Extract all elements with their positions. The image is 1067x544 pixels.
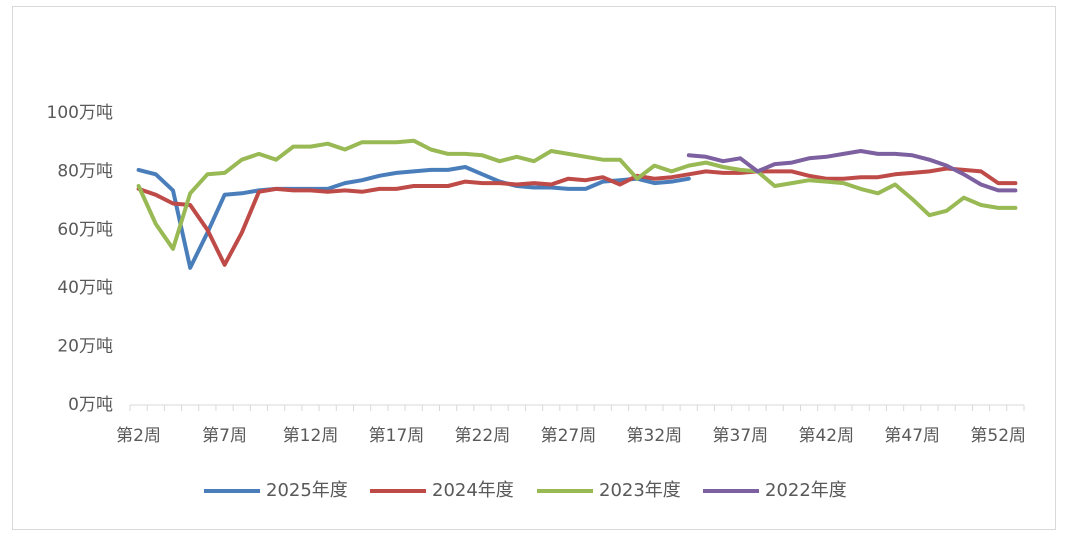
y-tick-label: 100万吨 bbox=[47, 103, 113, 123]
y-tick-label: 80万吨 bbox=[57, 161, 113, 181]
legend-label: 2024年度 bbox=[432, 480, 514, 501]
x-tick-label: 第52周 bbox=[970, 426, 1026, 446]
legend-label: 2025年度 bbox=[266, 480, 348, 501]
x-tick-label: 第2周 bbox=[116, 426, 161, 446]
legend-label: 2023年度 bbox=[599, 480, 681, 501]
legend-label: 2022年度 bbox=[765, 480, 847, 501]
y-tick-label: 0万吨 bbox=[68, 395, 113, 415]
x-tick-label: 第47周 bbox=[884, 426, 940, 446]
x-tick-label: 第27周 bbox=[541, 426, 597, 446]
y-tick-label: 20万吨 bbox=[57, 337, 113, 357]
chart-border bbox=[12, 6, 1056, 530]
y-tick-label: 40万吨 bbox=[57, 278, 113, 298]
y-tick-label: 60万吨 bbox=[57, 220, 113, 240]
x-tick-label: 第37周 bbox=[713, 426, 769, 446]
x-tick-label: 第12周 bbox=[283, 426, 339, 446]
series-line bbox=[136, 166, 1018, 267]
series-line bbox=[686, 149, 1018, 193]
x-tick-label: 第7周 bbox=[202, 426, 247, 446]
x-tick-label: 第22周 bbox=[455, 426, 511, 446]
series-line bbox=[136, 138, 1018, 251]
x-tick-label: 第32周 bbox=[627, 426, 683, 446]
x-tick-label: 第42周 bbox=[798, 426, 854, 446]
x-tick-label: 第17周 bbox=[369, 426, 425, 446]
series-line bbox=[136, 165, 691, 270]
